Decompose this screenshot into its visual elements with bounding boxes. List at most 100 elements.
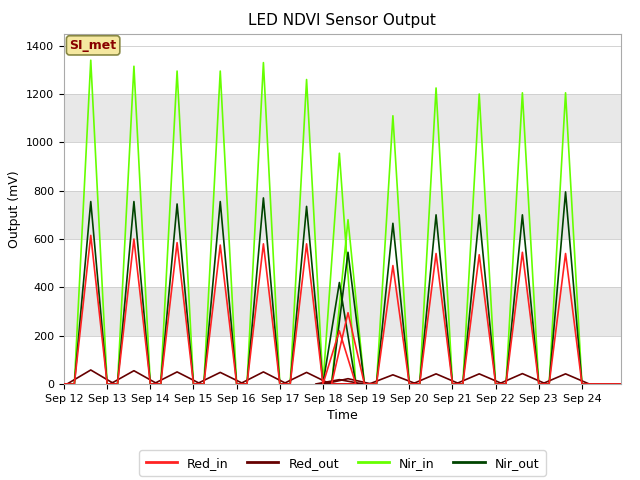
Red_out <box>389 372 397 378</box>
Red_in <box>189 381 197 387</box>
Red_out <box>365 381 373 387</box>
Legend: Red_in, Red_out, Nir_in, Nir_out: Red_in, Red_out, Nir_in, Nir_out <box>140 450 545 476</box>
Nir_out <box>157 381 164 387</box>
Red_in <box>492 381 499 387</box>
Red_in <box>60 381 68 387</box>
Nir_out <box>200 381 208 387</box>
Red_in <box>502 381 510 387</box>
Red_in <box>303 241 310 247</box>
Nir_in <box>459 381 467 387</box>
Nir_in <box>328 381 335 387</box>
Bar <box>64 191 621 239</box>
Nir_in <box>502 381 510 387</box>
Nir_in <box>416 381 424 387</box>
Nir_out <box>216 199 224 204</box>
Nir_in <box>352 381 360 387</box>
Nir_in <box>406 381 413 387</box>
Nir_in <box>319 381 327 387</box>
Red_in <box>360 381 368 387</box>
Red_in <box>518 250 526 255</box>
Red_in <box>476 252 483 258</box>
Nir_in <box>449 381 456 387</box>
Red_out <box>359 381 367 387</box>
Red_out <box>617 381 625 387</box>
Red_out <box>518 371 526 376</box>
Nir_in <box>70 381 78 387</box>
Red_out <box>586 381 593 387</box>
Nir_out <box>502 381 510 387</box>
Nir_out <box>189 381 197 387</box>
Red_in <box>578 381 586 387</box>
Red_in <box>319 381 327 387</box>
Red_in <box>328 381 335 387</box>
Red_out <box>538 381 546 387</box>
Red_out <box>335 377 343 383</box>
Nir_out <box>476 212 483 218</box>
Red_in <box>87 232 95 238</box>
Nir_in <box>432 85 440 91</box>
Bar <box>64 288 621 336</box>
Line: Red_out: Red_out <box>64 370 621 384</box>
Red_out <box>413 381 420 387</box>
Nir_in <box>130 63 138 69</box>
Red_out <box>456 381 463 387</box>
Red_in <box>459 381 467 387</box>
Red_in <box>335 328 343 334</box>
Red_in <box>617 381 625 387</box>
Red_in <box>147 381 154 387</box>
Nir_in <box>87 57 95 63</box>
Red_in <box>449 381 456 387</box>
Red_in <box>432 251 440 256</box>
Nir_in <box>492 381 499 387</box>
Nir_in <box>545 381 553 387</box>
Red_in <box>260 241 268 247</box>
Red_in <box>173 240 181 245</box>
Nir_out <box>545 381 553 387</box>
Nir_out <box>60 381 68 387</box>
Nir_in <box>319 381 327 387</box>
Red_out <box>312 381 319 387</box>
Nir_in <box>147 381 154 387</box>
Red_out <box>150 381 157 387</box>
Red_out <box>154 381 161 387</box>
Nir_out <box>233 381 241 387</box>
Nir_out <box>328 381 335 387</box>
Nir_out <box>360 381 368 387</box>
Nir_out <box>432 212 440 218</box>
Red_out <box>279 381 287 387</box>
Red_out <box>130 368 138 373</box>
Red_out <box>476 371 483 377</box>
Nir_in <box>476 91 483 97</box>
Red_in <box>276 381 284 387</box>
Red_in <box>233 381 241 387</box>
Red_out <box>326 381 334 387</box>
Nir_out <box>416 381 424 387</box>
Red_in <box>545 381 553 387</box>
Red_out <box>240 381 248 387</box>
Nir_out <box>617 381 625 387</box>
Red_out <box>303 370 310 375</box>
Red_out <box>216 370 224 375</box>
Nir_in <box>189 381 197 387</box>
Nir_in <box>578 381 586 387</box>
Red_out <box>111 381 118 387</box>
Red_in <box>200 381 208 387</box>
Red_out <box>197 381 205 387</box>
Red_out <box>60 381 68 387</box>
Nir_out <box>562 189 570 195</box>
Nir_out <box>260 195 268 201</box>
Red_out <box>173 369 181 375</box>
Nir_in <box>335 150 343 156</box>
Nir_in <box>372 381 380 387</box>
Nir_in <box>276 381 284 387</box>
Nir_out <box>352 381 360 387</box>
Red_out <box>452 381 460 387</box>
Red_in <box>406 381 413 387</box>
Line: Nir_out: Nir_out <box>64 192 621 384</box>
Nir_in <box>260 60 268 65</box>
Nir_out <box>492 381 499 387</box>
Nir_in <box>243 381 251 387</box>
Nir_out <box>535 381 543 387</box>
Red_in <box>157 381 164 387</box>
Nir_in <box>233 381 241 387</box>
